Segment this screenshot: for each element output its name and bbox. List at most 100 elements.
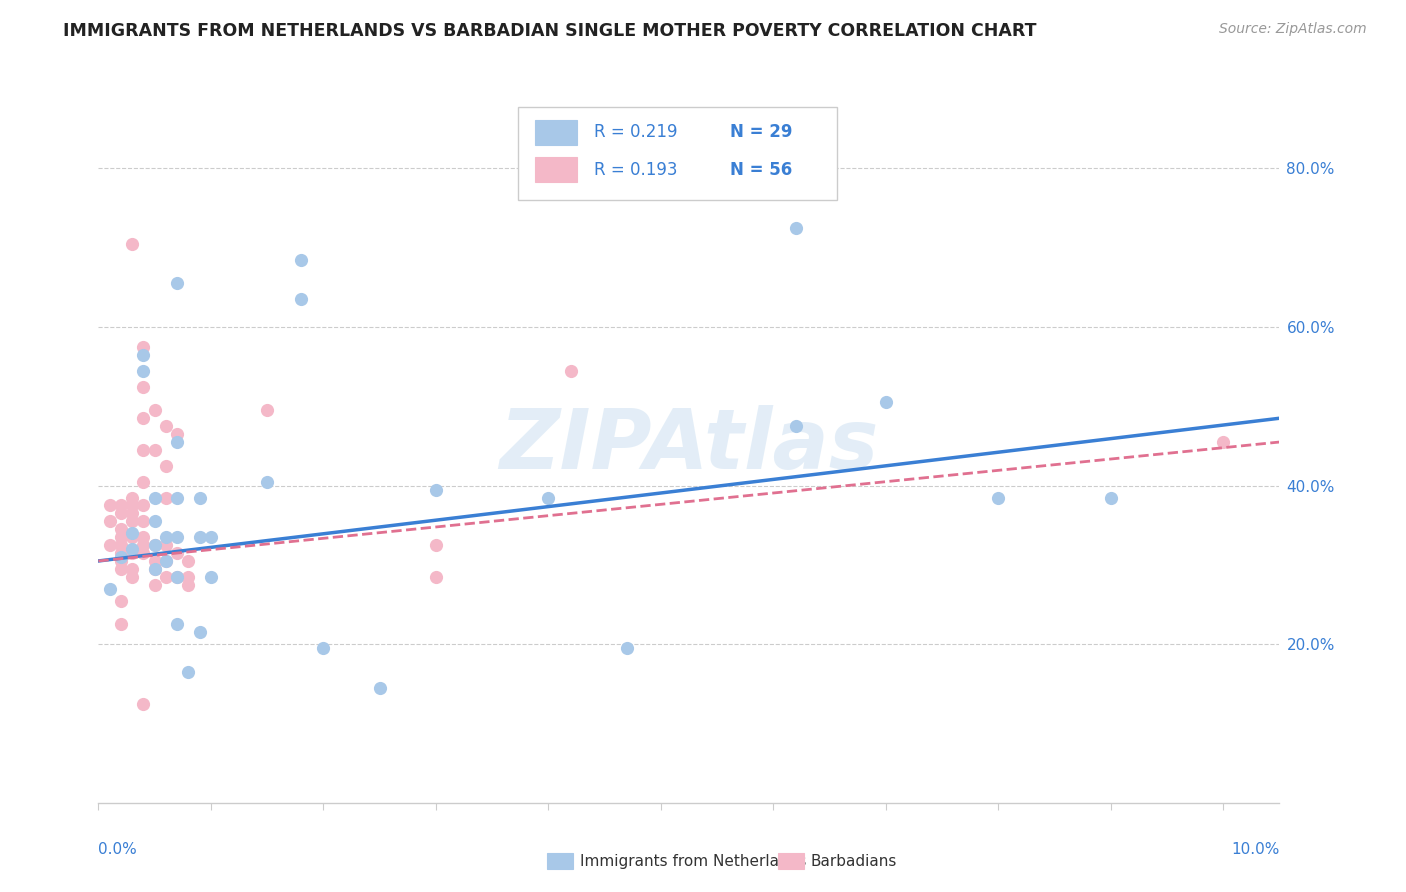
Point: [132, 530, 155, 544]
Bar: [778, 854, 803, 869]
Point: [1212, 435, 1234, 450]
Point: [121, 499, 143, 513]
Point: [143, 442, 166, 457]
Point: [98, 514, 121, 528]
Point: [143, 578, 166, 592]
Point: [143, 562, 166, 576]
Point: [121, 236, 143, 251]
Point: [155, 538, 177, 552]
Text: N = 29: N = 29: [730, 123, 793, 141]
Point: [121, 514, 143, 528]
Point: [110, 593, 132, 607]
Point: [110, 546, 132, 560]
Point: [312, 641, 335, 656]
Point: [143, 538, 166, 552]
Text: Immigrants from Netherlands: Immigrants from Netherlands: [581, 854, 807, 869]
Point: [155, 554, 177, 568]
Point: [132, 514, 155, 528]
Point: [987, 491, 1010, 505]
Point: [425, 483, 447, 497]
Point: [98, 582, 121, 596]
Point: [110, 562, 132, 576]
Point: [166, 277, 188, 291]
Point: [121, 542, 143, 557]
Point: [143, 554, 166, 568]
Point: [166, 435, 188, 450]
Point: [166, 530, 188, 544]
Text: 10.0%: 10.0%: [1232, 842, 1279, 857]
Point: [177, 570, 200, 584]
Point: [132, 348, 155, 362]
Point: [132, 499, 155, 513]
Point: [110, 617, 132, 632]
Point: [132, 697, 155, 711]
Point: [98, 538, 121, 552]
Point: [177, 554, 200, 568]
Point: [166, 491, 188, 505]
Point: [537, 491, 560, 505]
Point: [121, 507, 143, 521]
Bar: [547, 854, 574, 869]
Point: [132, 538, 155, 552]
Point: [110, 507, 132, 521]
Point: [200, 570, 222, 584]
Point: [166, 570, 188, 584]
Point: [875, 395, 897, 409]
Point: [290, 293, 312, 307]
Point: [256, 403, 278, 417]
Point: [368, 681, 391, 695]
Point: [132, 340, 155, 354]
FancyBboxPatch shape: [517, 107, 837, 200]
Point: [560, 364, 582, 378]
Point: [256, 475, 278, 489]
Point: [110, 549, 132, 564]
Point: [132, 546, 155, 560]
Point: [121, 562, 143, 576]
Point: [132, 379, 155, 393]
Point: [616, 641, 638, 656]
Bar: [536, 120, 576, 145]
Point: [785, 221, 807, 235]
Point: [143, 538, 166, 552]
Bar: [536, 157, 576, 182]
Point: [290, 252, 312, 267]
Point: [155, 458, 177, 473]
Point: [132, 411, 155, 425]
Point: [110, 530, 132, 544]
Point: [143, 562, 166, 576]
Point: [166, 617, 188, 632]
Point: [785, 419, 807, 434]
Point: [425, 570, 447, 584]
Text: N = 56: N = 56: [730, 161, 793, 178]
Point: [110, 554, 132, 568]
Point: [132, 364, 155, 378]
Point: [110, 499, 132, 513]
Point: [200, 530, 222, 544]
Point: [121, 530, 143, 544]
Text: Barbadians: Barbadians: [811, 854, 897, 869]
Point: [155, 419, 177, 434]
Point: [110, 522, 132, 536]
Point: [166, 570, 188, 584]
Point: [177, 665, 200, 679]
Text: IMMIGRANTS FROM NETHERLANDS VS BARBADIAN SINGLE MOTHER POVERTY CORRELATION CHART: IMMIGRANTS FROM NETHERLANDS VS BARBADIAN…: [63, 22, 1036, 40]
Point: [155, 570, 177, 584]
Point: [188, 491, 211, 505]
Point: [121, 546, 143, 560]
Point: [177, 578, 200, 592]
Point: [132, 475, 155, 489]
Text: R = 0.219: R = 0.219: [595, 123, 678, 141]
Point: [155, 554, 177, 568]
Text: 0.0%: 0.0%: [98, 842, 138, 857]
Point: [425, 538, 447, 552]
Point: [188, 530, 211, 544]
Point: [98, 499, 121, 513]
Point: [132, 442, 155, 457]
Point: [121, 526, 143, 541]
Text: ZIPAtlas: ZIPAtlas: [499, 406, 879, 486]
Text: R = 0.193: R = 0.193: [595, 161, 678, 178]
Point: [166, 546, 188, 560]
Point: [155, 530, 177, 544]
Point: [166, 427, 188, 442]
Point: [121, 491, 143, 505]
